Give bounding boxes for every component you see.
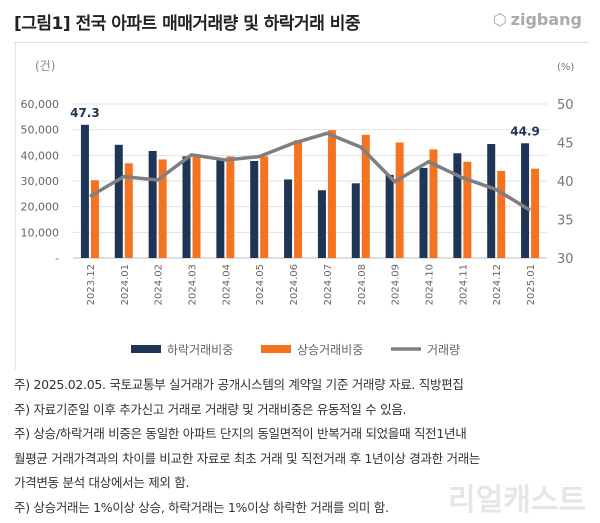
bar-상승거래비중 (463, 161, 472, 258)
left-tick-label: 20,000 (21, 201, 60, 214)
bar-상승거래비중 (327, 130, 336, 258)
x-tick-label: 2024.01 (120, 264, 131, 305)
bar-하락거래비중 (80, 124, 89, 258)
bar-하락거래비중 (250, 160, 259, 258)
legend-swatch (261, 345, 291, 353)
bar-상승거래비중 (158, 159, 167, 258)
right-tick-label: 45 (557, 137, 574, 152)
x-tick-label: 2024.11 (458, 264, 469, 305)
x-tick-label: 2024.08 (357, 264, 368, 305)
bar-상승거래비중 (395, 142, 404, 258)
bar-하락거래비중 (521, 143, 530, 258)
note: 주) 상승/하락거래 비중은 동일한 아파트 단지의 동일면적이 반복거래 되었… (14, 426, 467, 441)
x-tick-label: 2024.07 (323, 264, 334, 305)
bar-상승거래비중 (497, 170, 506, 258)
right-tick-label: 35 (557, 214, 574, 229)
data-label: 44.9 (510, 124, 540, 138)
x-tick-label: 2024.03 (188, 264, 199, 305)
left-tick-label: 10,000 (21, 226, 60, 239)
note: 주) 상승거래는 1%이상 상승, 하락거래는 1%이상 하락한 거래를 의미 … (14, 499, 389, 515)
x-tick-label: 2024.10 (425, 264, 436, 305)
bar-하락거래비중 (114, 144, 123, 258)
bar-하락거래비중 (419, 167, 428, 258)
left-tick-label: 50,000 (21, 124, 60, 137)
bar-하락거래비중 (182, 156, 191, 258)
bar-상승거래비중 (361, 134, 370, 258)
bar-상승거래비중 (531, 168, 540, 258)
left-tick-label: - (55, 252, 59, 265)
chart: - 10,000 20,000 30,000 40,000 50,000 60,000 30 3… (21, 59, 575, 357)
x-tick-label: 2023.12 (86, 264, 97, 305)
logo-text: zigbang (510, 10, 582, 29)
legend-label: 하락거래비중 (167, 343, 233, 357)
data-label: 47.3 (70, 106, 100, 120)
left-tick-label: 60,000 (21, 98, 60, 111)
legend-swatch (131, 345, 161, 353)
bar-상승거래비중 (429, 149, 438, 258)
x-tick-label: 2024.12 (492, 264, 503, 305)
legend-label: 상승거래비중 (297, 343, 363, 357)
bar-상승거래비중 (226, 156, 235, 258)
bar-상승거래비중 (294, 140, 303, 258)
note: 주) 자료기준일 이후 추가신고 거래로 거래량 및 거래비중은 유동적일 수 … (14, 401, 407, 417)
right-tick-label: 50 (557, 98, 574, 113)
bar-하락거래비중 (385, 174, 394, 258)
zigbang-logo: ⬡ zigbang (493, 10, 582, 29)
note: 주) 2025.02.05. 국토교통부 실거래가 공개시스템의 계약일 기준 … (14, 377, 464, 392)
legend-label: 거래량 (427, 343, 460, 357)
x-tick-label: 2024.04 (221, 264, 232, 305)
right-axis-unit: (%) (557, 62, 574, 73)
bar-상승거래비중 (260, 156, 269, 258)
line-거래량 (89, 131, 531, 212)
note: 월평균 거래가격과의 차이를 비교한 자료로 최초 거래 및 직전거래 후 1년… (14, 450, 481, 466)
left-axis-unit: (건) (35, 59, 55, 73)
bar-하락거래비중 (351, 183, 360, 258)
x-tick-label: 2024.05 (255, 264, 266, 305)
page-title: [그림1] 전국 아파트 매매거래량 및 하락거래 비중 (14, 14, 361, 34)
note: 가격변동 분석 대상에서는 제외 함. (14, 475, 190, 490)
x-tick-label: 2024.06 (289, 264, 300, 305)
bar-하락거래비중 (317, 190, 326, 258)
bar-하락거래비중 (487, 144, 496, 258)
bar-상승거래비중 (124, 163, 133, 258)
divider (14, 42, 588, 43)
chart-container: - 10,000 20,000 30,000 40,000 50,000 60,000 30 3… (15, 43, 591, 370)
x-tick-label: 2024.09 (391, 264, 402, 305)
right-tick-label: 30 (557, 252, 574, 267)
bar-상승거래비중 (192, 156, 201, 258)
x-tick-label: 2024.02 (154, 264, 165, 305)
zigbang-logo-icon: ⬡ (492, 10, 507, 29)
bar-하락거래비중 (453, 153, 462, 258)
bar-상승거래비중 (90, 180, 99, 258)
right-tick-label: 40 (557, 175, 574, 190)
watermark: 리얼캐스트 (448, 483, 586, 518)
footnotes: 주) 2025.02.05. 국토교통부 실거래가 공개시스템의 계약일 기준 … (14, 373, 480, 520)
x-tick-label: 2025.01 (526, 264, 537, 305)
bar-하락거래비중 (216, 160, 225, 258)
bar-하락거래비중 (148, 150, 157, 258)
left-tick-label: 30,000 (21, 175, 60, 188)
bar-하락거래비중 (284, 179, 293, 258)
left-tick-label: 40,000 (21, 149, 60, 162)
